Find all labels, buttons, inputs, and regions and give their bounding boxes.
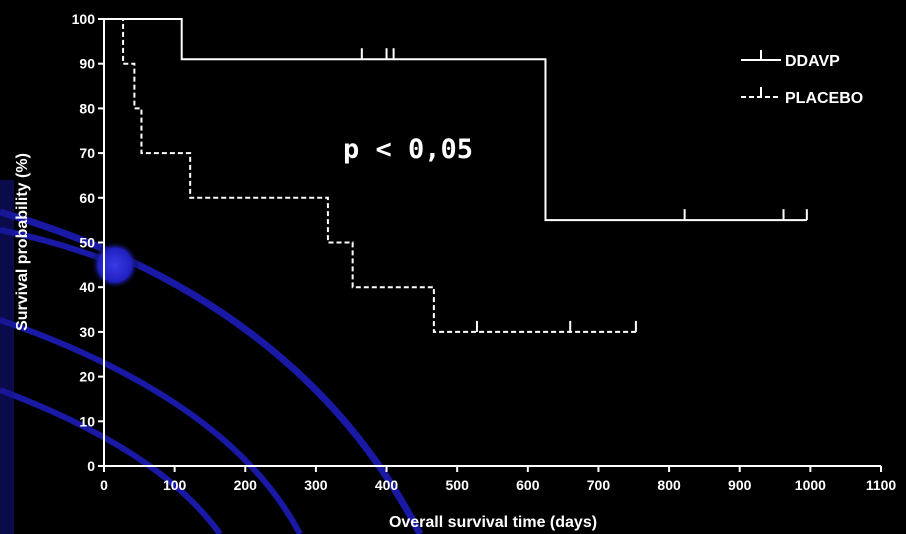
x-tick-label: 200 bbox=[234, 477, 258, 493]
legend-ddavp-label: DDAVP bbox=[785, 53, 840, 70]
y-tick-label: 70 bbox=[79, 145, 95, 161]
series-layer bbox=[104, 18, 808, 333]
x-tick-label: 800 bbox=[657, 477, 681, 493]
y-tick-label: 60 bbox=[79, 190, 95, 206]
y-tick-label: 0 bbox=[87, 458, 95, 474]
p-value-annotation: p < 0,05 bbox=[343, 134, 473, 165]
y-tick-label: 90 bbox=[79, 56, 95, 72]
x-tick-label: 0 bbox=[100, 477, 108, 493]
x-tick-label: 100 bbox=[163, 477, 187, 493]
legend: DDAVP PLACEBO bbox=[741, 50, 863, 107]
background-arc bbox=[0, 208, 424, 534]
y-tick-label: 40 bbox=[79, 279, 95, 295]
series-ddavp-line bbox=[104, 18, 807, 222]
x-tick-label: 500 bbox=[446, 477, 470, 493]
x-tick-label: 900 bbox=[728, 477, 752, 493]
y-tick-label: 10 bbox=[79, 413, 95, 429]
y-tick-label: 20 bbox=[79, 369, 95, 385]
legend-placebo-label: PLACEBO bbox=[785, 90, 863, 107]
background-arc bbox=[0, 317, 303, 534]
x-axis-title: Overall survival time (days) bbox=[389, 514, 597, 531]
y-tick-label: 30 bbox=[79, 324, 95, 340]
x-tick-label: 1000 bbox=[795, 477, 826, 493]
background-glow bbox=[91, 241, 139, 289]
y-tick-label: 80 bbox=[79, 100, 95, 116]
x-tick-label: 400 bbox=[375, 477, 399, 493]
x-tick-label: 700 bbox=[587, 477, 611, 493]
background-arc bbox=[0, 387, 223, 534]
axes: 0 100 200 300 400 500 600 700 800 900 1000 1100 0 10 2… bbox=[72, 11, 897, 493]
y-axis-title: Survival probability (%) bbox=[14, 153, 31, 331]
y-tick-label: 100 bbox=[72, 11, 96, 27]
x-tick-label: 1100 bbox=[866, 477, 897, 493]
background-left-band bbox=[0, 180, 14, 534]
y-tick-label: 50 bbox=[79, 235, 95, 251]
x-tick-label: 600 bbox=[516, 477, 540, 493]
x-tick-label: 300 bbox=[304, 477, 328, 493]
series-placebo-line bbox=[104, 18, 636, 333]
background-decoration bbox=[0, 180, 424, 534]
